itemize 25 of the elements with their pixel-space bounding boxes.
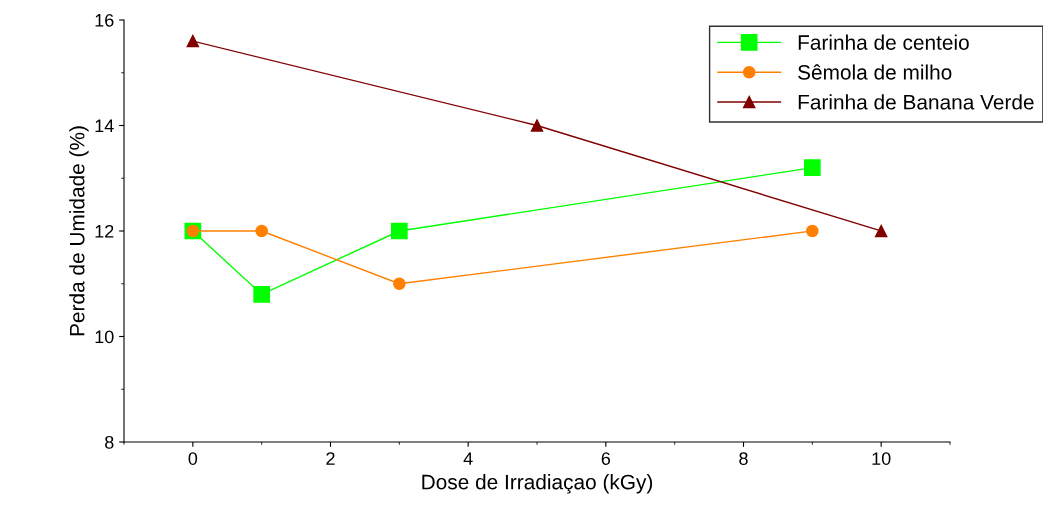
point	[874, 224, 888, 238]
x-axis-title: Dose de Irradiaçao (kGy)	[422, 474, 653, 494]
legend-label: Farinha de centeio	[798, 34, 969, 50]
point	[806, 224, 819, 238]
x-tick-label: 0	[188, 452, 198, 465]
x-tick-label: 10	[872, 452, 891, 465]
x-tick-label: 2	[326, 452, 335, 465]
y-tick-label: 8	[105, 435, 114, 449]
y-tick-label: 12	[95, 224, 114, 238]
point	[255, 224, 268, 238]
x-tick-label: 6	[601, 452, 611, 465]
y-tick-label: 14	[95, 119, 114, 133]
legend-label: Farinha de Banana Verde	[798, 94, 1034, 110]
point	[253, 285, 271, 303]
x-tick-label: 8	[739, 452, 748, 465]
point	[186, 34, 200, 48]
point	[393, 277, 406, 291]
y-tick-label: 10	[95, 330, 114, 344]
point	[803, 159, 821, 177]
point	[530, 119, 544, 132]
y-tick-label: 16	[95, 13, 114, 27]
point	[390, 222, 408, 240]
y-axis-title: Perda de Umidade (%)	[69, 126, 89, 336]
x-tick-label: 4	[463, 452, 473, 465]
legend-label: Sêmola de milho	[798, 64, 952, 80]
